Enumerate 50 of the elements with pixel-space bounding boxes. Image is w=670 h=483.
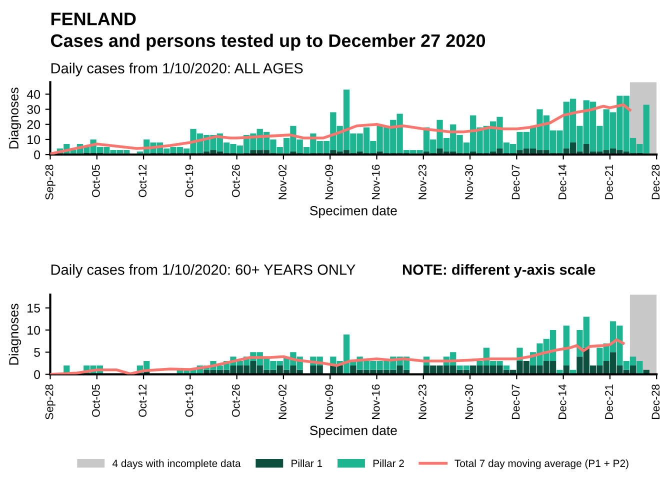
x-tick-label: Nov-09 xyxy=(325,164,334,200)
x-tick-label: Sep-28 xyxy=(45,384,56,420)
chart-title: FENLAND xyxy=(51,12,136,26)
x-tick-label: Nov-16 xyxy=(372,164,380,200)
y-tick-label: 30 xyxy=(27,105,40,114)
text: Daily cases from 1/10/2020: ALL AGES xyxy=(51,62,303,76)
x-tick-label: Nov-23 xyxy=(418,384,426,419)
chart-subtitle: Cases and persons tested up to December 27 2020 xyxy=(50,34,486,51)
x-tick-label: Nov-30 xyxy=(465,384,474,419)
x-tick-label: Dec-28 xyxy=(652,164,660,200)
x-tick-label: Oct-05 xyxy=(92,164,100,198)
y-axis-title: Diagnoses xyxy=(8,88,22,148)
y-tick-label: 0 xyxy=(34,150,40,160)
y-tick-label: 40 xyxy=(26,90,40,99)
x-axis-title: Specimen date xyxy=(310,206,397,218)
y-tick-label: 20 xyxy=(27,120,40,130)
x-tick-label: Oct-12 xyxy=(138,164,147,198)
x-tick-label: Oct-19 xyxy=(185,164,194,198)
x-tick-label: Oct-05 xyxy=(92,384,100,417)
y-tick-label: 15 xyxy=(28,304,40,313)
x-tick-label: Sep-28 xyxy=(45,164,56,200)
y-tick-label: 0 xyxy=(34,370,40,379)
y-axis-title: Diagnoses xyxy=(8,304,22,365)
legend-label: Pillar 1 xyxy=(292,459,322,468)
x-tick-label: Oct-19 xyxy=(185,384,194,417)
x-tick-label: Nov-02 xyxy=(278,164,286,200)
legend-label: Total 7 day moving average (P1 + P2) xyxy=(454,459,628,470)
y-tick-label: 10 xyxy=(28,326,40,335)
y-tick-label: 5 xyxy=(34,348,40,357)
x-tick-label: Oct-26 xyxy=(232,164,240,198)
x-tick-label: Dec-14 xyxy=(558,384,566,419)
y-tick-label: 10 xyxy=(28,135,40,144)
x-axis-title: Specimen date xyxy=(310,425,397,438)
legend-label: 4 days with incomplete data xyxy=(112,459,241,470)
x-tick-label: Nov-09 xyxy=(325,384,334,419)
text: NOTE: different y-axis scale xyxy=(402,264,596,278)
x-tick-label: Nov-16 xyxy=(372,384,380,419)
x-tick-label: Nov-23 xyxy=(418,164,426,200)
x-tick-label: Nov-30 xyxy=(465,164,474,200)
x-tick-label: Nov-02 xyxy=(278,384,286,419)
legend-label: Pillar 2 xyxy=(373,459,404,468)
x-tick-label: Dec-21 xyxy=(605,384,613,419)
x-tick-label: Dec-28 xyxy=(652,384,660,419)
x-tick-label: Oct-26 xyxy=(232,384,240,417)
x-tick-label: Dec-14 xyxy=(558,164,566,200)
chart-title: Daily cases from 1/10/2020: 60+ YEARS ONLY xyxy=(51,264,356,278)
x-tick-label: Dec-07 xyxy=(512,164,520,200)
x-tick-label: Dec-21 xyxy=(605,164,613,200)
x-tick-label: Dec-07 xyxy=(512,384,520,419)
x-tick-label: Oct-12 xyxy=(138,384,147,417)
